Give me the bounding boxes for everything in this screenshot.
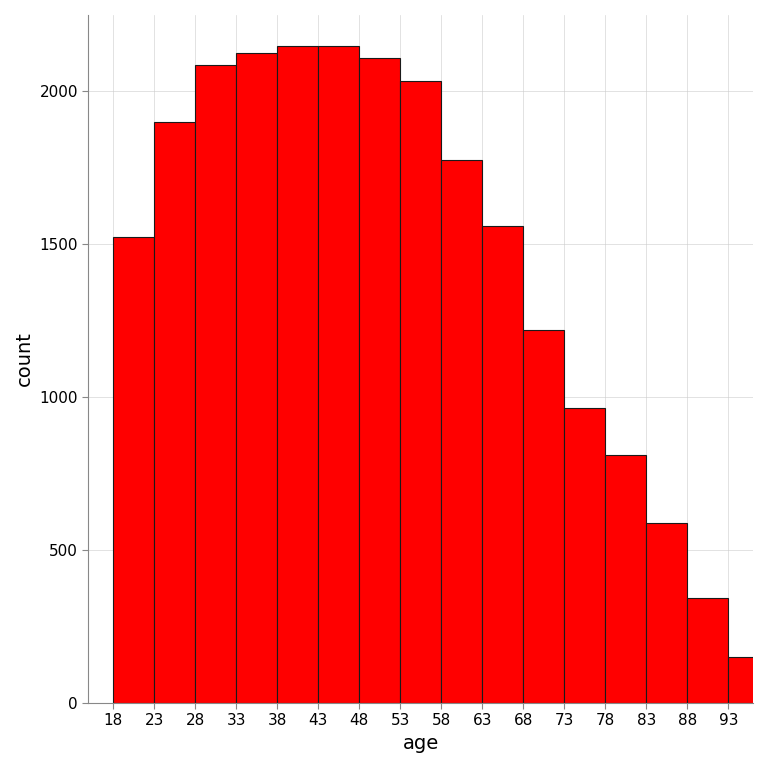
Bar: [564, 408, 605, 703]
Bar: [236, 53, 277, 703]
Bar: [728, 657, 768, 703]
Bar: [195, 65, 236, 703]
Bar: [482, 226, 523, 703]
Bar: [687, 598, 728, 703]
Bar: [113, 237, 154, 703]
Bar: [647, 522, 687, 703]
Bar: [359, 58, 400, 703]
Y-axis label: count: count: [15, 332, 34, 386]
X-axis label: age: age: [402, 734, 439, 753]
Bar: [318, 45, 359, 703]
Bar: [523, 330, 564, 703]
Bar: [605, 455, 647, 703]
Bar: [400, 81, 442, 703]
Bar: [277, 45, 318, 703]
Bar: [442, 161, 482, 703]
Bar: [154, 122, 195, 703]
